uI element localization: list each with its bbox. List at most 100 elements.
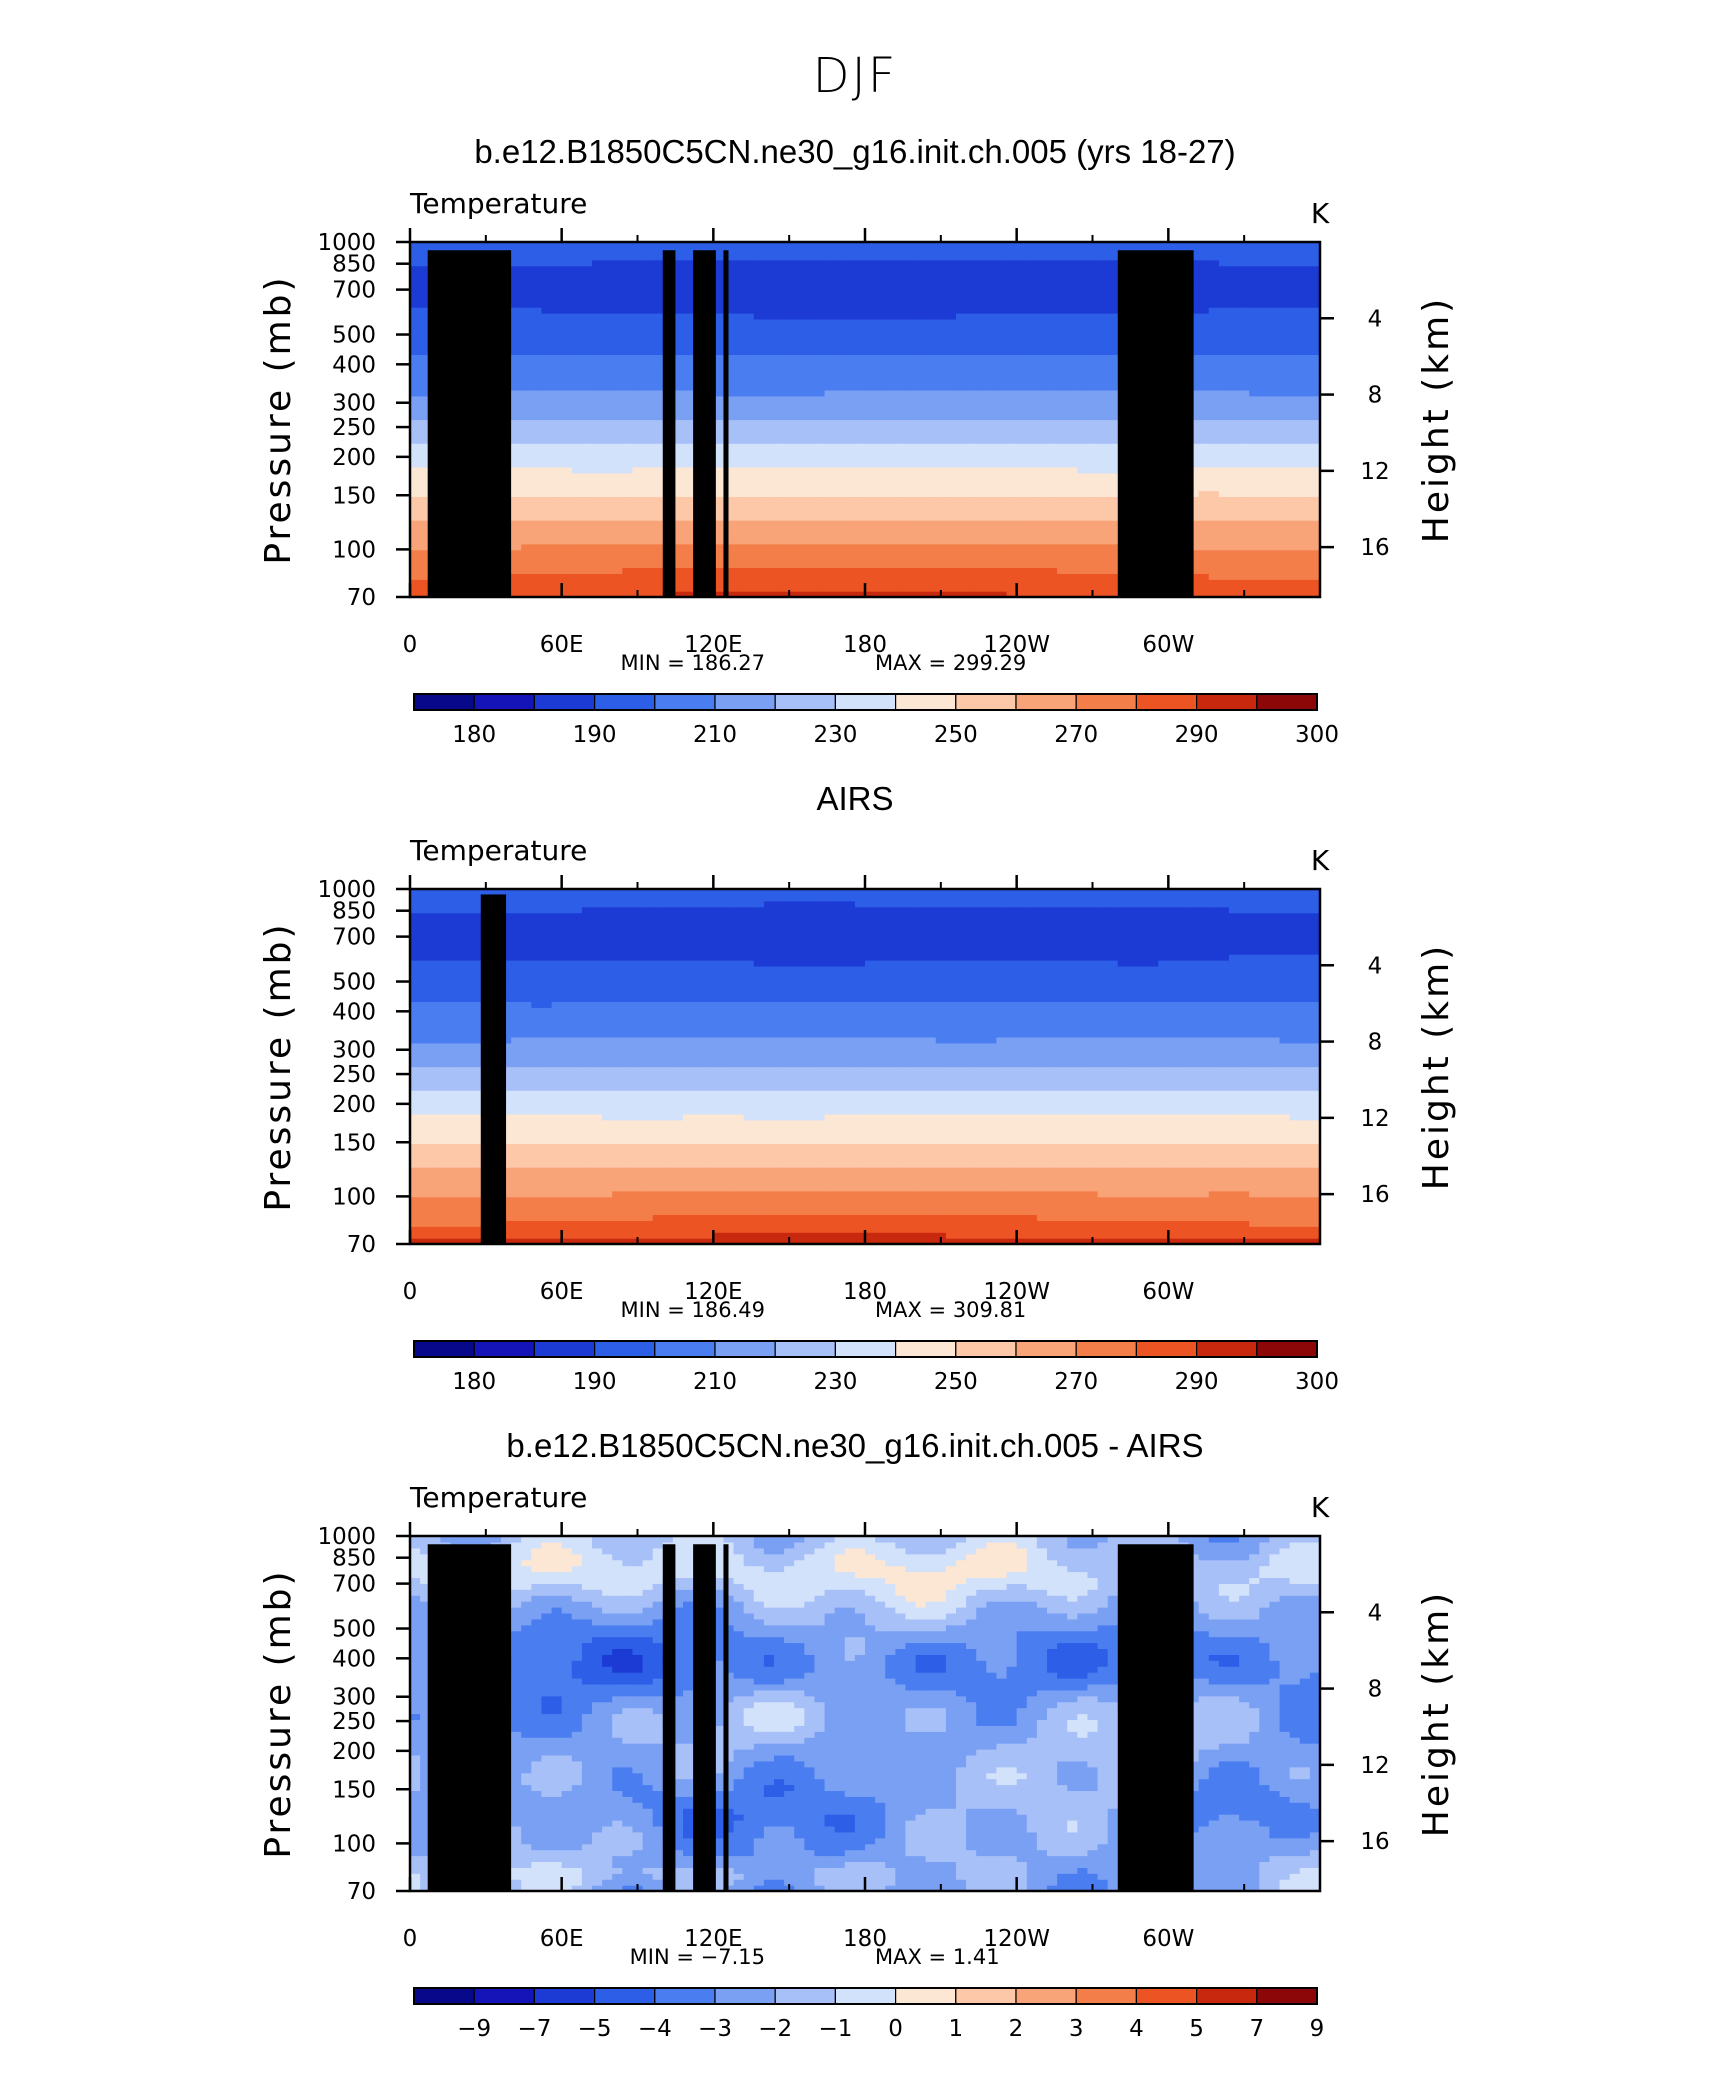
field-cell — [1289, 295, 1301, 302]
field-cell — [632, 395, 644, 403]
field-cell — [1097, 579, 1109, 586]
field-cell — [905, 514, 917, 521]
field-cell — [945, 307, 957, 314]
field-cell — [1016, 389, 1028, 397]
field-cell — [945, 330, 957, 338]
field-cell — [794, 354, 805, 361]
field-cell — [652, 526, 664, 533]
field-cell — [1188, 360, 1200, 367]
field-cell — [1006, 348, 1018, 356]
field-cell — [794, 549, 805, 557]
field-cell — [865, 455, 876, 462]
field-cell — [875, 425, 886, 432]
field-cell — [551, 431, 563, 438]
field-cell — [652, 579, 664, 586]
field-cell — [683, 460, 694, 468]
field-cell — [511, 460, 522, 468]
field-cell — [571, 567, 583, 574]
field-cell — [551, 289, 563, 296]
field-cell — [784, 389, 795, 397]
field-cell — [521, 567, 532, 574]
field-cell — [632, 307, 644, 314]
field-cell — [784, 531, 795, 539]
field-cell — [834, 395, 846, 403]
field-cell — [1026, 407, 1038, 415]
field-cell — [784, 395, 795, 403]
field-cell — [733, 384, 745, 391]
field-cell — [1057, 508, 1068, 515]
field-cell — [1026, 324, 1038, 332]
field-cell — [561, 395, 573, 403]
field-cell — [1087, 431, 1099, 438]
field-cell — [794, 508, 805, 515]
field-cell — [1006, 307, 1018, 314]
field-cell — [804, 265, 816, 273]
field-cell — [672, 508, 684, 515]
field-cell — [1289, 437, 1301, 444]
field-cell — [1229, 460, 1240, 468]
field-cell — [571, 295, 583, 302]
field-cell — [622, 425, 634, 432]
field-cell — [561, 271, 573, 279]
field-cell — [915, 537, 927, 545]
field-cell — [976, 366, 987, 373]
field-cell — [753, 472, 765, 480]
field-cell — [1016, 301, 1028, 308]
field-cell — [652, 549, 664, 557]
field-cell — [521, 336, 532, 344]
field-cell — [854, 484, 866, 492]
field-cell — [1279, 401, 1291, 409]
field-cell — [1309, 425, 1321, 432]
field-cell — [905, 526, 917, 533]
field-cell — [531, 265, 543, 273]
field-cell — [723, 502, 735, 509]
field-cell — [683, 455, 694, 462]
field-cell — [895, 508, 907, 515]
field-cell — [1279, 342, 1291, 350]
field-cell — [794, 401, 805, 409]
field-cell — [763, 490, 775, 498]
field-cell — [602, 531, 613, 539]
field-cell — [1006, 431, 1018, 438]
field-cell — [996, 526, 1008, 533]
field-cell — [672, 555, 684, 563]
field-cell — [925, 443, 937, 450]
field-cell — [915, 413, 927, 421]
field-cell — [895, 348, 907, 356]
field-cell — [531, 372, 543, 379]
field-cell — [1036, 372, 1048, 379]
field-cell — [1269, 537, 1281, 545]
field-cell — [834, 384, 846, 391]
field-cell — [1188, 579, 1200, 586]
field-cell — [743, 265, 755, 273]
field-cell — [612, 478, 623, 486]
field-cell — [561, 307, 573, 314]
field-cell — [672, 318, 684, 326]
field-cell — [925, 348, 937, 356]
field-cell — [976, 561, 987, 569]
field-cell — [642, 413, 654, 421]
field-cell — [592, 384, 603, 391]
field-cell — [956, 384, 967, 391]
field-cell — [925, 354, 937, 361]
field-cell — [683, 289, 694, 296]
field-cell — [804, 561, 816, 569]
field-cell — [521, 537, 532, 545]
field-cell — [753, 295, 765, 302]
field-cell — [511, 360, 522, 367]
field-cell — [1097, 543, 1109, 551]
field-cell — [956, 401, 967, 409]
field-cell — [774, 330, 785, 338]
field-cell — [1279, 543, 1291, 551]
field-cell — [551, 372, 563, 379]
field-cell — [642, 561, 654, 569]
field-cell — [1097, 585, 1109, 592]
field-cell — [854, 336, 866, 344]
field-cell — [551, 318, 563, 326]
field-cell — [420, 579, 431, 586]
field-cell — [1279, 419, 1291, 427]
field-cell — [1006, 301, 1018, 308]
field-cell — [612, 301, 623, 308]
field-cell — [915, 330, 927, 338]
field-cell — [774, 389, 785, 397]
